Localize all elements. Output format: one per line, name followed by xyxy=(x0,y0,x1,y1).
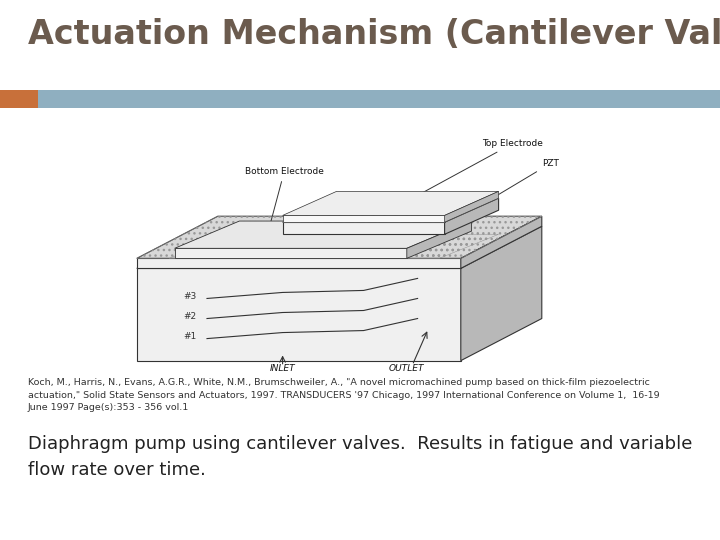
Polygon shape xyxy=(283,222,445,234)
Polygon shape xyxy=(283,198,498,222)
Bar xyxy=(38,90,720,108)
Text: Koch, M., Harris, N., Evans, A.G.R., White, N.M., Brumschweiler, A., "A novel mi: Koch, M., Harris, N., Evans, A.G.R., Whi… xyxy=(28,378,660,412)
Polygon shape xyxy=(137,258,461,268)
Polygon shape xyxy=(461,226,542,361)
Polygon shape xyxy=(175,248,407,258)
Text: Diaphragm pump using cantilever valves.  Results in fatigue and variable
flow ra: Diaphragm pump using cantilever valves. … xyxy=(28,435,693,480)
Text: Bottom Electrode: Bottom Electrode xyxy=(245,167,324,235)
Polygon shape xyxy=(445,198,498,234)
Polygon shape xyxy=(169,234,498,258)
Bar xyxy=(0,90,38,108)
Text: #3: #3 xyxy=(183,292,196,301)
Text: PZT: PZT xyxy=(485,159,559,203)
Polygon shape xyxy=(445,191,498,222)
Polygon shape xyxy=(283,191,498,215)
Text: INLET: INLET xyxy=(270,363,295,373)
Text: Actuation Mechanism (Cantilever Valve): Actuation Mechanism (Cantilever Valve) xyxy=(28,18,720,51)
Polygon shape xyxy=(137,226,542,268)
Text: OUTLET: OUTLET xyxy=(389,363,425,373)
Text: Top Electrode: Top Electrode xyxy=(420,139,544,194)
Polygon shape xyxy=(461,216,542,268)
Polygon shape xyxy=(175,221,472,248)
Text: #2: #2 xyxy=(183,312,196,321)
Polygon shape xyxy=(283,215,445,222)
Polygon shape xyxy=(407,221,472,258)
Polygon shape xyxy=(137,268,461,361)
Text: #1: #1 xyxy=(183,332,196,341)
Polygon shape xyxy=(137,216,542,258)
